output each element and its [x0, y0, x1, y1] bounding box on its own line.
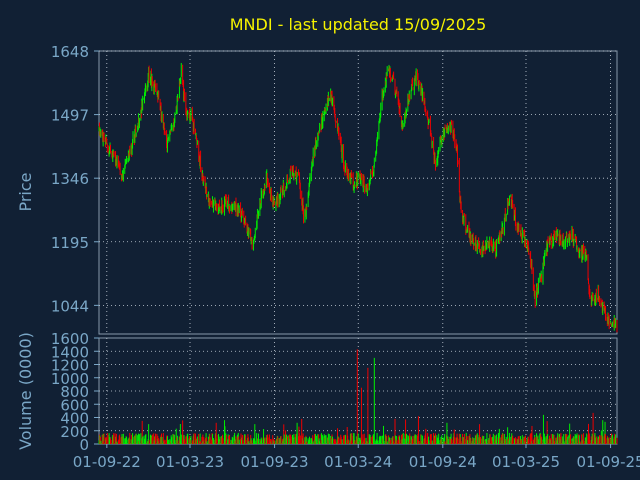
- volume-bars: [98, 349, 618, 444]
- volume-tick-label-0: 1600: [51, 330, 89, 348]
- volume-gridlines: [99, 338, 617, 444]
- x-tick-label-4: 01-09-24: [409, 453, 477, 471]
- price-tick-label-3: 1195: [51, 234, 89, 252]
- x-tick-label-0: 01-09-22: [73, 453, 141, 471]
- price-axis-label: Price: [16, 172, 35, 211]
- volume-tick-label-5: 600: [60, 396, 89, 414]
- x-tick-label-2: 01-09-23: [241, 453, 309, 471]
- x-tick-label-1: 01-03-23: [156, 453, 224, 471]
- volume-axis-label: Volume (0000): [16, 332, 35, 450]
- volume-tick-label-4: 800: [60, 383, 89, 401]
- x-tick-labels: 01-09-22 01-03-23 01-09-23 01-03-24 01-09-24…: [73, 444, 640, 471]
- price-y-tick-labels: 1648 1497 1346 1195 1044: [51, 43, 99, 315]
- price-candles: [98, 62, 618, 333]
- price-tick-label-0: 1648: [51, 43, 89, 61]
- volume-tick-label-1: 1400: [51, 343, 89, 361]
- volume-tick-label-8: 0: [79, 436, 89, 454]
- volume-tick-label-7: 200: [60, 423, 89, 441]
- volume-tick-label-6: 400: [60, 410, 89, 428]
- price-gridlines: [99, 50, 617, 334]
- price-tick-label-1: 1497: [51, 107, 89, 125]
- chart-title: MNDI - last updated 15/09/2025: [230, 15, 487, 34]
- x-tick-label-6: 01-09-25: [577, 453, 640, 471]
- x-tick-label-5: 01-03-25: [492, 453, 560, 471]
- price-tick-label-4: 1044: [51, 297, 89, 315]
- x-tick-label-3: 01-03-24: [324, 453, 392, 471]
- volume-tick-label-2: 1200: [51, 357, 89, 375]
- volume-tick-label-3: 1000: [51, 370, 89, 388]
- price-tick-label-2: 1346: [51, 170, 89, 188]
